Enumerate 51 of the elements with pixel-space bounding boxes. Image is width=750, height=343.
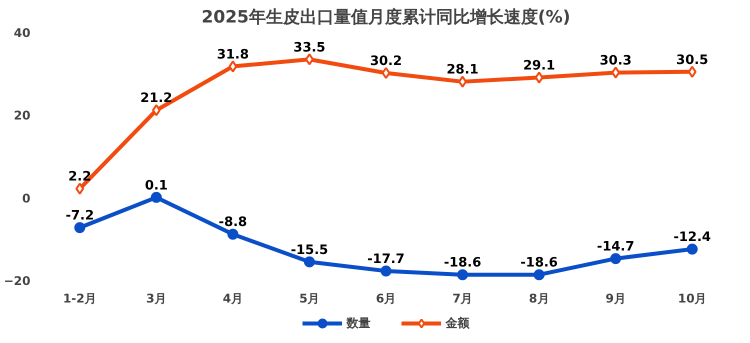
x-tick-label: 5月 (299, 292, 320, 306)
point (534, 269, 545, 280)
point (227, 228, 238, 240)
data-label: -14.7 (596, 240, 634, 255)
y-tick-label: 20 (14, 108, 31, 123)
data-label: 29.1 (523, 58, 556, 74)
point (304, 256, 315, 268)
point (686, 244, 698, 255)
point (305, 53, 314, 66)
point (380, 266, 392, 276)
data-label: 31.8 (216, 47, 249, 62)
point (534, 72, 544, 84)
data-label: -12.4 (673, 230, 711, 246)
point (152, 104, 161, 116)
y-tick-label: −20 (4, 274, 31, 288)
data-label: -8.8 (218, 215, 248, 230)
y-tick-label: 40 (14, 26, 31, 40)
data-label: 33.5 (293, 40, 326, 56)
y-tick-label: 0 (22, 191, 31, 206)
point (382, 67, 390, 80)
data-label: 30.3 (600, 54, 632, 69)
point (688, 66, 697, 78)
point (458, 76, 467, 88)
point (457, 269, 468, 280)
x-tick-label: 8月 (528, 292, 550, 306)
data-label: -18.6 (444, 256, 482, 271)
x-tick-label: 10月 (678, 292, 707, 306)
x-tick-label: 4月 (222, 292, 244, 306)
data-label: 30.5 (676, 52, 708, 68)
data-label: 21.2 (140, 91, 172, 106)
data-label: -7.2 (66, 208, 94, 224)
point (228, 60, 238, 72)
data-label: -15.5 (290, 242, 328, 258)
x-tick-label: 6月 (376, 292, 396, 306)
point (611, 66, 620, 79)
point (150, 192, 162, 203)
data-label: 30.2 (370, 54, 402, 70)
x-tick-label: 7月 (452, 292, 473, 306)
point (610, 253, 622, 264)
legend-label: 数量 (346, 314, 370, 332)
x-tick-label: 9月 (605, 292, 626, 306)
x-tick-label: 1-2月 (62, 292, 97, 306)
chart-title: 2025年生皮出口量值月度累计同比增长速度(%) (202, 8, 570, 28)
data-label: 0.1 (144, 178, 168, 194)
x-tick-label: 3月 (146, 292, 167, 306)
point (74, 222, 86, 234)
point (75, 182, 84, 195)
legend-label: 金额 (446, 314, 470, 332)
data-label: 28.1 (446, 62, 479, 78)
data-label: -17.7 (367, 252, 405, 267)
data-label: -18.6 (520, 256, 558, 271)
